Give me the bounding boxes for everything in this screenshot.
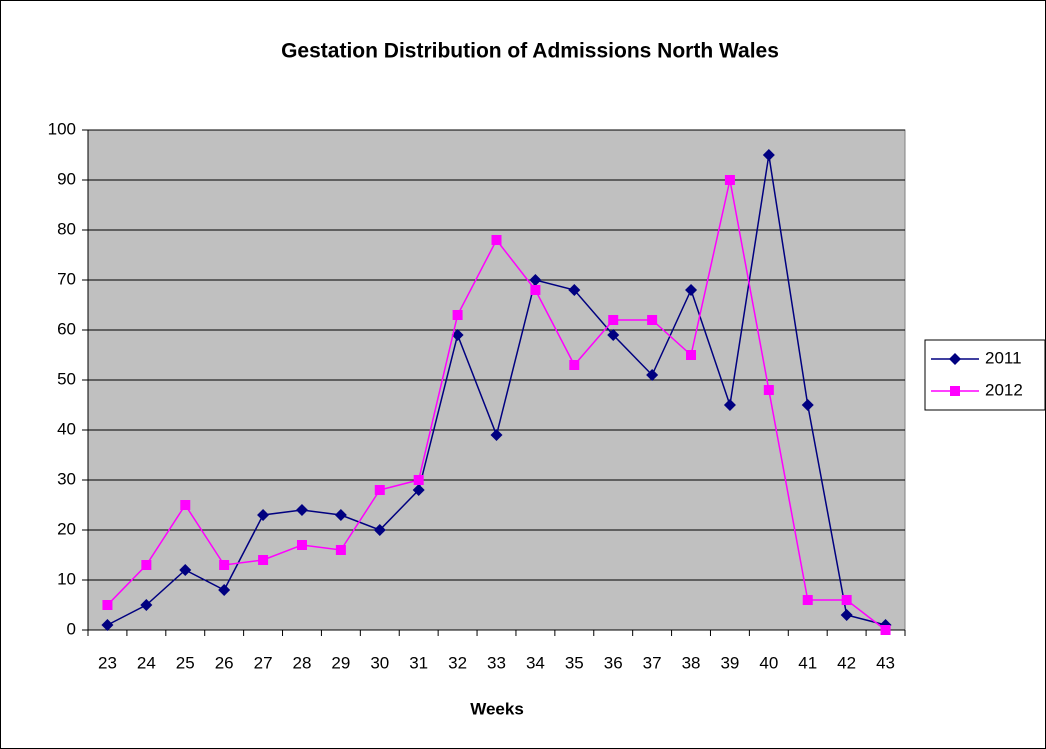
marker xyxy=(219,560,230,570)
marker xyxy=(257,509,270,521)
marker xyxy=(101,619,114,631)
x-tick-label: 23 xyxy=(98,653,117,672)
marker xyxy=(335,545,346,555)
legend-label: 2011 xyxy=(985,348,1022,367)
marker xyxy=(374,485,385,495)
marker xyxy=(686,350,697,360)
y-tick-label: 0 xyxy=(67,619,76,638)
marker xyxy=(647,315,658,325)
legend-label: 2012 xyxy=(985,380,1023,399)
x-tick-label: 42 xyxy=(837,653,856,672)
x-tick-label: 33 xyxy=(487,653,506,672)
x-tick-label: 35 xyxy=(565,653,584,672)
marker xyxy=(451,329,464,341)
marker xyxy=(296,540,307,550)
x-tick-label: 41 xyxy=(798,653,817,672)
y-tick-label: 60 xyxy=(57,319,76,338)
marker xyxy=(180,500,191,510)
marker xyxy=(491,235,502,245)
y-tick-label: 30 xyxy=(57,469,76,488)
marker xyxy=(452,310,463,320)
marker xyxy=(685,284,698,296)
y-tick-label: 50 xyxy=(57,369,76,388)
x-tick-label: 28 xyxy=(293,653,312,672)
marker xyxy=(529,274,542,286)
y-tick-label: 100 xyxy=(48,119,76,138)
marker xyxy=(723,399,736,411)
x-tick-label: 38 xyxy=(682,653,701,672)
marker xyxy=(608,315,619,325)
marker xyxy=(179,564,192,576)
x-tick-label: 32 xyxy=(448,653,467,672)
legend-box xyxy=(924,339,1046,411)
marker xyxy=(258,555,269,565)
y-tick-label: 80 xyxy=(57,219,76,238)
marker xyxy=(841,595,852,605)
y-tick-label: 90 xyxy=(57,169,76,188)
marker xyxy=(568,284,581,296)
marker xyxy=(102,600,113,610)
x-axis-label: Weeks xyxy=(470,699,524,718)
marker xyxy=(490,429,503,441)
marker xyxy=(218,584,231,596)
marker xyxy=(413,475,424,485)
x-tick-label: 40 xyxy=(759,653,778,672)
x-tick-label: 25 xyxy=(176,653,195,672)
marker xyxy=(140,599,153,611)
marker xyxy=(530,285,541,295)
marker xyxy=(801,399,814,411)
x-tick-label: 31 xyxy=(409,653,428,672)
x-tick-label: 37 xyxy=(643,653,662,672)
marker xyxy=(880,625,891,635)
x-tick-label: 39 xyxy=(720,653,739,672)
marker xyxy=(763,385,774,395)
marker xyxy=(724,175,735,185)
y-tick-label: 20 xyxy=(57,519,76,538)
marker xyxy=(141,560,152,570)
x-tick-label: 34 xyxy=(526,653,545,672)
x-tick-label: 24 xyxy=(137,653,156,672)
x-tick-label: 43 xyxy=(876,653,895,672)
marker xyxy=(334,509,347,521)
marker xyxy=(295,504,308,516)
marker xyxy=(569,360,580,370)
legend-marker xyxy=(950,386,960,396)
y-tick-label: 10 xyxy=(57,569,76,588)
marker xyxy=(412,484,425,496)
x-tick-label: 26 xyxy=(215,653,234,672)
legend-marker xyxy=(949,353,961,365)
x-tick-label: 36 xyxy=(604,653,623,672)
marker xyxy=(607,329,620,341)
marker xyxy=(762,149,775,161)
marker xyxy=(373,524,386,536)
marker xyxy=(646,369,659,381)
marker xyxy=(802,595,813,605)
marker xyxy=(840,609,853,621)
chart-title: Gestation Distribution of Admissions Nor… xyxy=(281,40,779,63)
x-tick-label: 27 xyxy=(254,653,273,672)
y-tick-label: 70 xyxy=(57,269,76,288)
x-tick-label: 30 xyxy=(370,653,389,672)
y-tick-label: 40 xyxy=(57,419,76,438)
x-tick-label: 29 xyxy=(331,653,350,672)
